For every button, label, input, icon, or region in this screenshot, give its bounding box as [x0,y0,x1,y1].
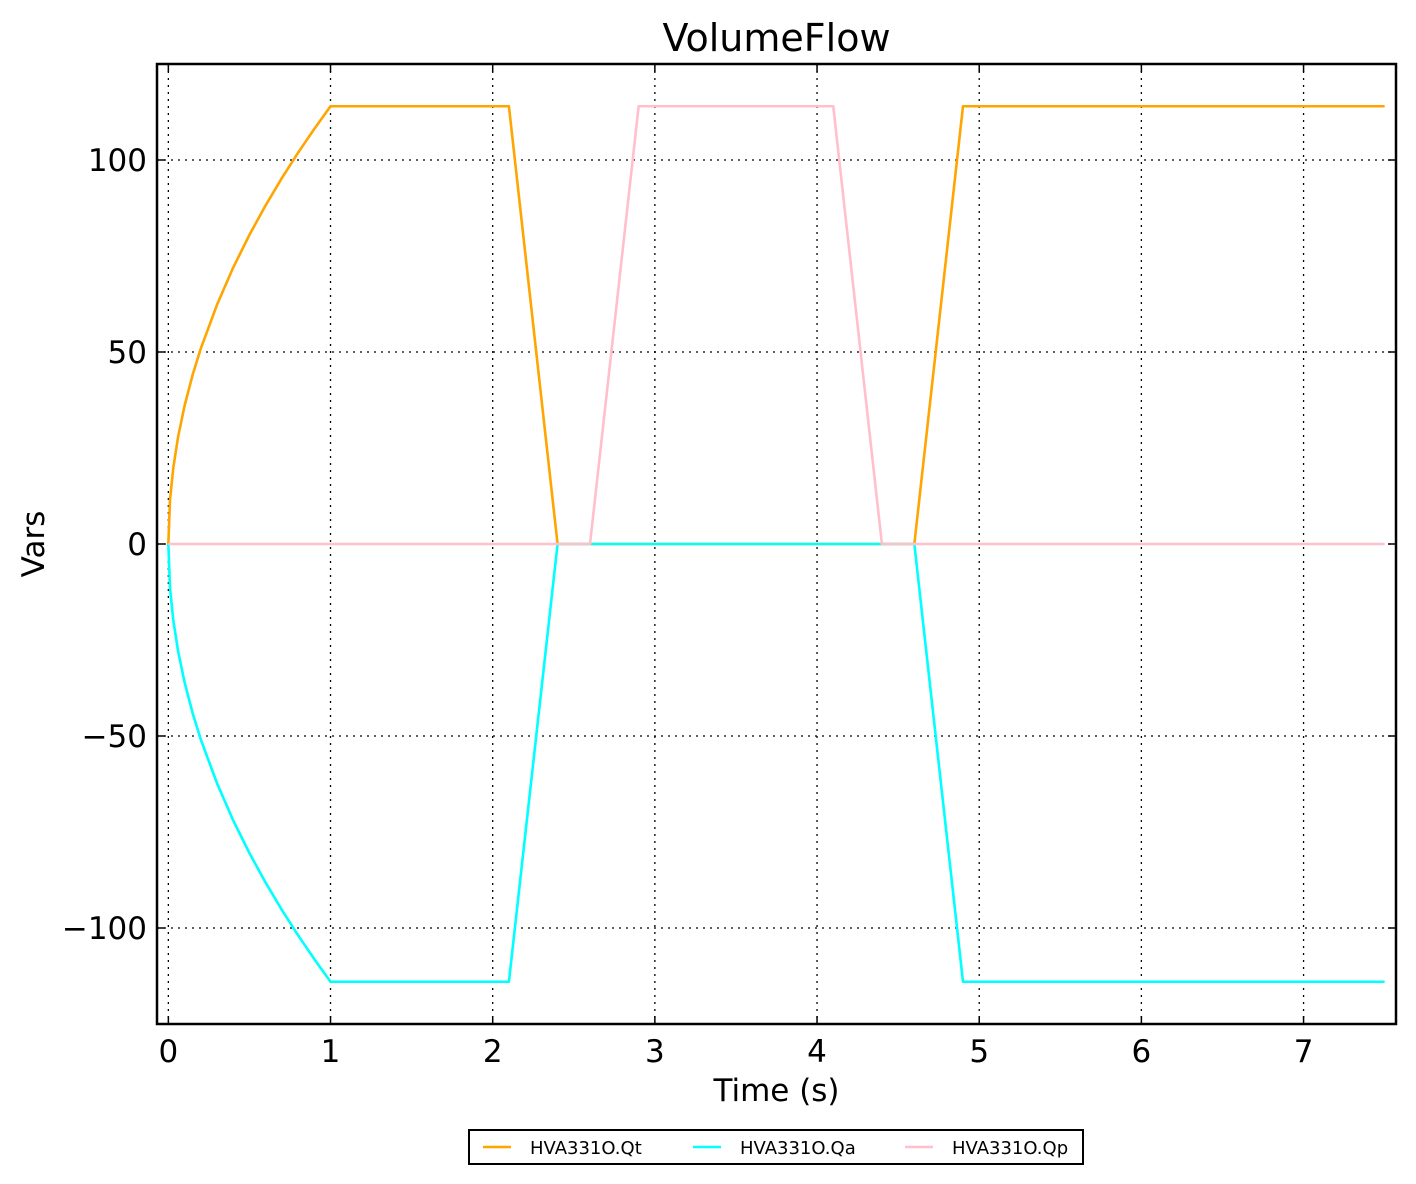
grid [157,64,1396,1024]
series-layer [167,104,1385,984]
legend-label: HVA331O.Qt [530,1138,642,1159]
y-tick-label: 50 [108,335,147,371]
series-line-hva331o-qt [167,104,1385,546]
x-tick-label: 3 [645,1034,665,1070]
axis-ticks: 0 1 2 3 4 5 6 7 −100 −50 0 50 100 [62,64,1396,1070]
series-line-hva331o-qa [167,542,1385,984]
x-tick-label: 0 [158,1034,178,1070]
y-tick-label: 100 [88,143,147,179]
x-tick-label: 2 [483,1034,503,1070]
x-axis-label: Time (s) [712,1073,839,1109]
y-tick-label: −100 [62,911,147,947]
legend-label: HVA331O.Qp [952,1138,1068,1159]
x-tick-label: 7 [1294,1034,1314,1070]
legend: HVA331O.Qt HVA331O.Qa HVA331O.Qp [468,1129,1084,1165]
legend-label: HVA331O.Qa [740,1138,856,1159]
y-tick-label: −50 [82,719,147,755]
x-tick-label: 6 [1132,1034,1152,1070]
y-tick-label: 0 [127,527,147,563]
x-tick-label: 4 [807,1034,827,1070]
x-tick-label: 5 [969,1034,989,1070]
y-axis-label: Vars [16,511,52,578]
x-tick-label: 1 [321,1034,341,1070]
series-line-hva331o-qp [168,104,1385,546]
legend-box [468,1129,1084,1165]
chart-title: VolumeFlow [662,16,890,60]
